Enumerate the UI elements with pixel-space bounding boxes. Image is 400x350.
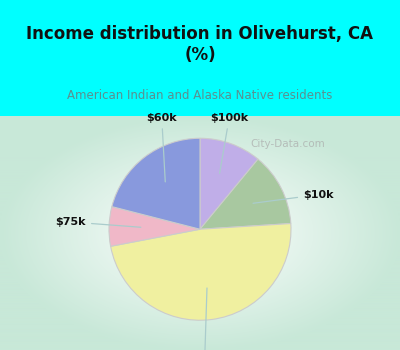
Wedge shape: [109, 206, 200, 246]
Text: $75k: $75k: [56, 217, 141, 227]
Text: Income distribution in Olivehurst, CA
(%): Income distribution in Olivehurst, CA (%…: [26, 26, 374, 64]
Wedge shape: [200, 159, 291, 229]
Text: $125k: $125k: [186, 288, 224, 350]
Text: City-Data.com: City-Data.com: [251, 139, 325, 149]
Wedge shape: [200, 138, 258, 229]
Text: $100k: $100k: [210, 113, 248, 174]
Wedge shape: [112, 138, 200, 229]
Text: $10k: $10k: [253, 190, 334, 203]
Text: American Indian and Alaska Native residents: American Indian and Alaska Native reside…: [67, 89, 333, 101]
Wedge shape: [111, 224, 291, 320]
Text: $60k: $60k: [146, 113, 177, 182]
